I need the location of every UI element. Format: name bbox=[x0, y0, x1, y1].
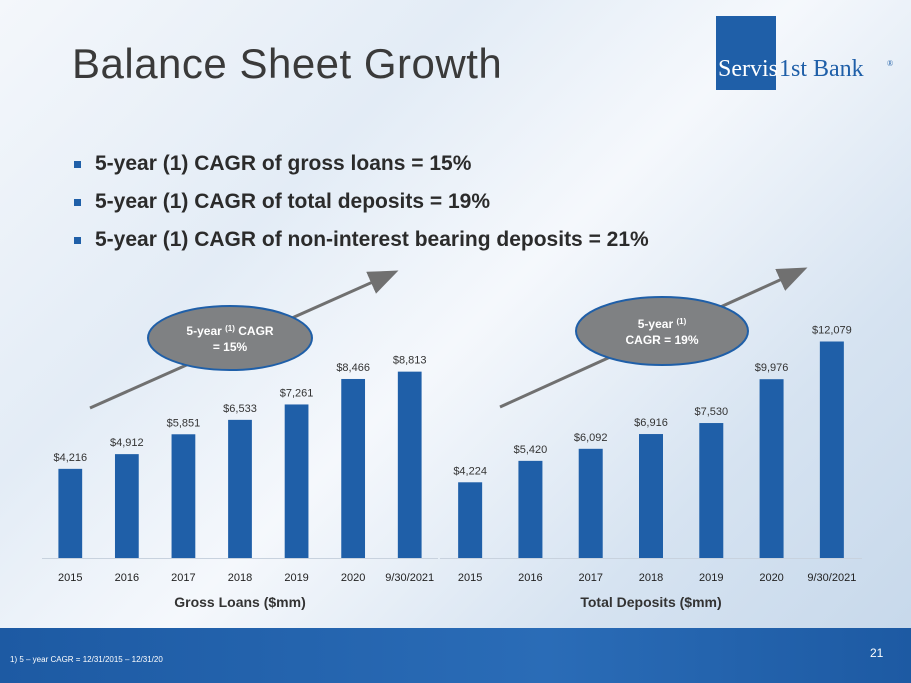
data-label: $9,976 bbox=[755, 362, 789, 374]
bar bbox=[518, 460, 543, 558]
cagr-callout-ellipse bbox=[147, 305, 313, 371]
data-label: $8,466 bbox=[336, 362, 370, 374]
bar bbox=[171, 434, 196, 558]
bar bbox=[578, 448, 603, 558]
tick-label: 9/30/2021 bbox=[385, 572, 434, 584]
tick-label: 2016 bbox=[518, 572, 542, 584]
bar bbox=[58, 468, 83, 558]
bullet-square-icon bbox=[74, 160, 81, 168]
bullet-item: 5-year (1) CAGR of gross loans = 15% bbox=[74, 145, 649, 183]
bar bbox=[699, 423, 724, 558]
bar bbox=[759, 379, 784, 558]
logo-mark: ® bbox=[887, 59, 893, 68]
axis-title: Total Deposits ($mm) bbox=[580, 594, 721, 610]
data-label: $6,092 bbox=[574, 432, 608, 444]
bullet-item: 5-year (1) CAGR of total deposits = 19% bbox=[74, 183, 649, 221]
tick-label: 2018 bbox=[639, 572, 663, 584]
bullet-item: 5-year (1) CAGR of non-interest bearing … bbox=[74, 221, 649, 259]
bullet-list: 5-year (1) CAGR of gross loans = 15% 5-y… bbox=[74, 145, 649, 259]
data-label: $6,916 bbox=[634, 417, 668, 429]
bullet-square-icon bbox=[74, 236, 81, 244]
bar bbox=[819, 341, 844, 558]
callout-line2: CAGR = 19% bbox=[625, 333, 698, 347]
callout-line2: = 15% bbox=[213, 340, 248, 354]
data-label: $8,813 bbox=[393, 355, 427, 367]
data-label: $7,530 bbox=[694, 406, 728, 418]
bar bbox=[458, 482, 483, 558]
cagr-callout-ellipse bbox=[575, 296, 749, 366]
data-label: $6,533 bbox=[223, 403, 257, 415]
tick-label: 2015 bbox=[458, 572, 482, 584]
data-label: $5,851 bbox=[167, 417, 201, 429]
axis-title: Gross Loans ($mm) bbox=[174, 594, 305, 610]
bar bbox=[397, 371, 422, 558]
bullet-text: 5-year (1) CAGR of total deposits = 19% bbox=[95, 190, 491, 213]
bar bbox=[228, 419, 252, 558]
tick-label: 2018 bbox=[228, 572, 252, 584]
bullet-square-icon bbox=[74, 198, 81, 206]
bar bbox=[284, 404, 309, 558]
logo-part1: Servis bbox=[718, 56, 778, 82]
bar bbox=[341, 378, 366, 558]
data-label: $7,261 bbox=[280, 387, 314, 399]
callout-line1: 5-year (1) CAGR bbox=[186, 324, 273, 338]
tick-label: 2019 bbox=[284, 572, 308, 584]
tick-label: 2020 bbox=[759, 572, 783, 584]
tick-label: 2015 bbox=[58, 572, 82, 584]
data-label: $4,224 bbox=[453, 465, 487, 477]
tick-label: 9/30/2021 bbox=[807, 572, 856, 584]
data-label: $5,420 bbox=[514, 444, 548, 456]
callout-line1: 5-year (1) bbox=[638, 317, 687, 331]
logo-part2: 1st Bank bbox=[779, 56, 864, 82]
data-label: $12,079 bbox=[812, 325, 852, 337]
tick-label: 2016 bbox=[115, 572, 139, 584]
tick-label: 2017 bbox=[171, 572, 195, 584]
tick-label: 2020 bbox=[341, 572, 365, 584]
data-label: $4,912 bbox=[110, 437, 144, 449]
page-number: 21 bbox=[870, 646, 884, 660]
bar bbox=[639, 434, 663, 558]
data-label: $4,216 bbox=[53, 452, 87, 464]
footnote: 1) 5 – year CAGR = 12/31/2015 – 12/31/20 bbox=[10, 655, 163, 664]
bar bbox=[114, 454, 139, 558]
slide-title: Balance Sheet Growth bbox=[72, 40, 503, 87]
bullet-text: 5-year (1) CAGR of gross loans = 15% bbox=[95, 152, 472, 175]
footer-bar bbox=[0, 628, 911, 683]
tick-label: 2017 bbox=[578, 572, 602, 584]
tick-label: 2019 bbox=[699, 572, 723, 584]
servis1st-logo: Servis 1st Bank ® bbox=[716, 16, 893, 90]
bullet-text: 5-year (1) CAGR of non-interest bearing … bbox=[95, 228, 649, 251]
